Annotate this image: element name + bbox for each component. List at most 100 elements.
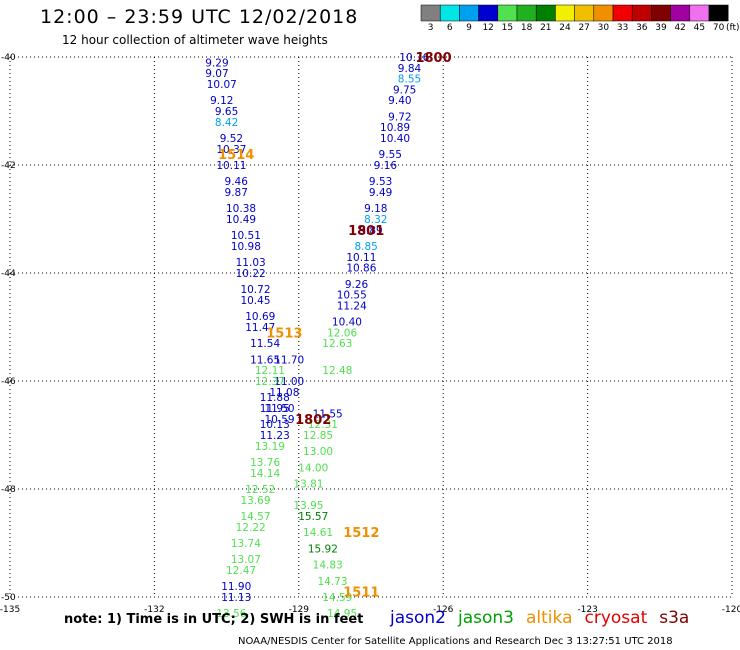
wave-height-jason2: 11.08: [269, 387, 299, 399]
y-tick-label: -46: [1, 377, 16, 387]
wave-height-jason3: 13.07: [231, 554, 261, 566]
x-tick-label: -132: [144, 605, 164, 615]
wave-height-jason2: 10.45: [240, 295, 270, 307]
wave-height-s3a: 10.86: [346, 263, 376, 275]
wave-height-jason3: 14.83: [313, 560, 343, 572]
chart-subtitle: 12 hour collection of altimeter wave hei…: [62, 33, 328, 47]
wave-height-jason3: 13.69: [240, 495, 270, 507]
wave-height-s3a: 9.84: [398, 63, 422, 75]
wave-height-jason2: 10.49: [226, 214, 256, 226]
colorscale-swatch: [689, 4, 710, 22]
pass-time-label: 1512: [343, 526, 379, 541]
wave-height-s3a: 12.06: [327, 327, 357, 339]
wave-height-jason2: 9.29: [205, 57, 228, 69]
colorscale-swatch: [439, 4, 460, 22]
legend-s3a: s3a: [659, 608, 690, 628]
wave-height-jason3: 14.73: [317, 576, 347, 588]
wave-height-jason3: 13.95: [293, 500, 323, 512]
wave-height-s3a: 12.48: [322, 365, 352, 377]
wave-height-s3a: 9.75: [393, 84, 416, 96]
wave-height-jason2: 11.47: [245, 322, 275, 334]
wave-height-jason3: 13.19: [255, 441, 285, 453]
pass-time-label: 1513: [266, 326, 302, 341]
wave-height-jason2: 10.98: [231, 241, 261, 253]
wave-height-s3a: 10.40: [332, 317, 362, 329]
wave-height-jason2: 10.07: [207, 79, 237, 91]
wave-height-jason2: 11.54: [250, 338, 280, 350]
wave-height-jason2: 9.87: [225, 187, 248, 199]
colorscale-swatch: [670, 4, 691, 22]
note-text: note: 1) Time is in UTC; 2) SWH is in fe…: [64, 612, 364, 627]
wave-height-s3a: 13.81: [293, 479, 323, 491]
wave-height-s3a: 8.55: [398, 74, 421, 86]
colorscale-swatch: [459, 4, 479, 22]
colorscale-label: 70: [712, 23, 725, 33]
x-tick-label: -123: [577, 605, 597, 615]
wave-height-jason3: 14.59: [322, 592, 352, 604]
wave-height-jason3: 11.90: [221, 581, 251, 593]
y-tick-label: -40: [1, 53, 16, 63]
wave-height-s3a: 13.00: [303, 446, 333, 458]
colorscale-label: 24: [559, 23, 571, 33]
wave-height-s3a: 10.40: [380, 133, 410, 145]
wave-height-jason2: 10.69: [245, 311, 275, 323]
wave-height-s3a: 10.76: [399, 52, 429, 64]
pass-time-label: 1511: [343, 586, 379, 601]
colorscale-label: 39: [655, 23, 667, 33]
wave-height-s3a: 12.85: [303, 430, 333, 442]
wave-height-jason3: 12.37: [255, 376, 285, 388]
wave-height-s3a: 9.18: [364, 203, 387, 215]
wave-height-s3a: 10.11: [346, 252, 376, 264]
colorscale-label: 6: [446, 23, 453, 33]
wave-height-s3a: 9.53: [369, 176, 392, 188]
wave-height-jason3: 14.14: [250, 468, 280, 480]
chart-title: 12:00 – 23:59 UTC 12/02/2018: [40, 6, 359, 28]
wave-height-s3a: 11.24: [337, 300, 367, 312]
wave-height-jason3: 11.88: [260, 392, 290, 404]
wave-height-jason3: 15.57: [298, 511, 328, 523]
colorscale-label: 42: [674, 23, 686, 33]
colorscale-swatch: [631, 4, 652, 22]
wave-height-jason3: 12.11: [255, 365, 285, 377]
wave-height-jason3: 11.95: [260, 403, 290, 415]
wave-height-jason3: 13.56: [216, 608, 246, 620]
wave-height-s3a: 12.31: [308, 419, 338, 431]
x-tick-label: -126: [433, 605, 454, 615]
x-tick-label: -129: [289, 605, 310, 615]
colorscale-swatch: [612, 4, 633, 22]
colorscale-swatch: [478, 4, 499, 22]
wave-height-jason2: 8.42: [215, 117, 238, 129]
wave-height-s3a: 9.55: [379, 149, 402, 161]
wave-height-jason2: 11.00: [274, 376, 304, 388]
wave-height-jason2: 9.46: [225, 176, 249, 188]
y-tick-label: -48: [1, 485, 16, 495]
colorscale-swatch: [535, 4, 556, 22]
wave-height-jason3: 15.92: [308, 543, 338, 555]
colorscale-swatch: [593, 4, 614, 22]
wave-height-jason2: 9.07: [205, 68, 228, 80]
pass-time-label: 1800: [415, 51, 451, 66]
colorscale-label: 15: [501, 23, 514, 33]
legend-cryosat: cryosat: [584, 608, 648, 628]
wave-height-s3a: 9.72: [388, 111, 411, 123]
wave-height-jason3: 14.95: [327, 608, 357, 620]
wave-height-jason3: 14.57: [240, 511, 270, 523]
wave-height-s3a: 14.00: [298, 462, 328, 474]
y-tick-label: -44: [1, 269, 16, 279]
wave-height-jason2: 10.38: [226, 203, 256, 215]
wave-height-jason2: 10.11: [216, 160, 246, 172]
colorscale-swatch: [574, 4, 595, 22]
pass-time-label: 1801: [348, 224, 384, 239]
colorscale-unit: (ft): [726, 23, 740, 33]
pass-time-label: 1514: [218, 148, 254, 163]
wave-height-jason2: 9.65: [215, 106, 238, 118]
wave-height-jason2: 9.52: [220, 133, 243, 145]
wave-height-jason2: 9.12: [210, 95, 233, 107]
wave-height-jason3: 12.47: [226, 565, 256, 577]
wave-height-jason2: 11.23: [260, 430, 290, 442]
wave-height-jason3: 12.22: [236, 522, 266, 534]
colorscale-swatch: [651, 4, 671, 22]
wave-height-s3a: 9.16: [374, 160, 398, 172]
wave-height-s3a: 9.89: [359, 225, 382, 237]
